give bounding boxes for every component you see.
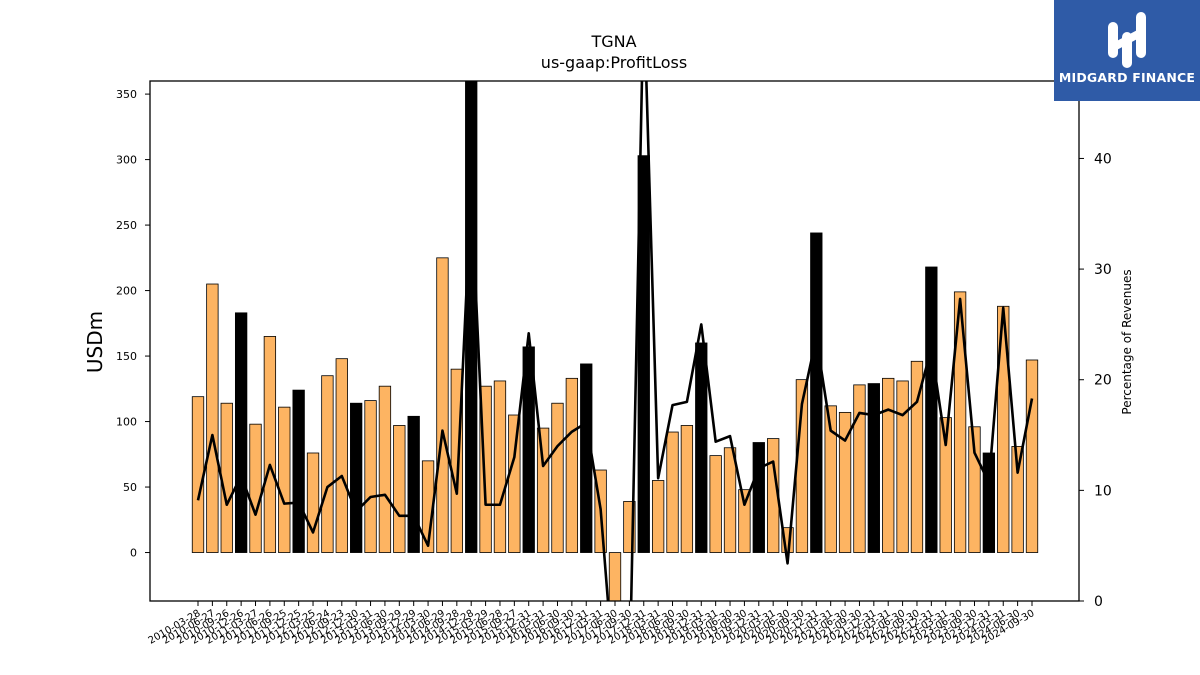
y-tick-label: 350	[116, 88, 137, 101]
bar	[378, 385, 392, 553]
bar	[220, 402, 233, 553]
bar-annual	[925, 266, 938, 553]
y2-tick-label: 10	[1094, 483, 1112, 499]
bar-annual	[350, 402, 363, 553]
bar	[666, 431, 679, 553]
bar	[824, 405, 837, 553]
bar	[263, 336, 277, 553]
bar-annual	[982, 452, 996, 553]
bar	[306, 452, 320, 553]
y-tick-label: 150	[116, 350, 137, 363]
chart-title: TGNA	[590, 32, 636, 51]
y-tick-label: 300	[116, 154, 137, 167]
bar	[1011, 446, 1024, 553]
logo-text: MIDGARD FINANCE	[1058, 70, 1196, 85]
bar	[910, 360, 924, 553]
bar	[508, 414, 521, 553]
bar	[953, 291, 967, 553]
bar-annual	[637, 155, 650, 553]
bar	[896, 380, 909, 553]
chart-subtitle: us-gaap:ProfitLoss	[541, 53, 687, 72]
bar	[206, 283, 219, 553]
bar	[651, 480, 665, 553]
bar-annual	[292, 389, 305, 553]
bar	[680, 425, 694, 553]
bar	[1025, 359, 1039, 553]
bar	[321, 375, 334, 553]
bar-annual	[695, 342, 708, 553]
bar	[939, 417, 952, 553]
bar-annual	[867, 383, 880, 553]
y2-tick-label: 0	[1094, 594, 1103, 610]
left-axis: 0 50 100 150 200 250 300 350	[116, 88, 150, 560]
bar	[565, 377, 579, 553]
y2-axis-label: Percentage of Revenues	[1120, 269, 1134, 414]
bar-annual	[234, 312, 248, 553]
bar	[853, 384, 866, 553]
bar	[709, 455, 722, 553]
logo-mark-icon	[1108, 12, 1146, 68]
bar-annual	[522, 346, 535, 553]
y-tick-label: 250	[116, 219, 137, 232]
bar	[623, 501, 636, 553]
bar	[536, 427, 550, 553]
y2-tick-label: 30	[1094, 262, 1112, 278]
right-axis: 0 10 20 30 40	[1079, 151, 1112, 610]
bar	[364, 400, 377, 553]
y2-tick-label: 40	[1094, 151, 1112, 167]
bar	[551, 402, 564, 553]
bar-annual	[810, 232, 823, 553]
ratio-line-group	[196, 81, 1034, 601]
bars	[191, 81, 1039, 601]
bar	[493, 380, 507, 553]
bar-annual	[407, 415, 420, 553]
bar-annual	[580, 363, 593, 553]
bar	[968, 426, 981, 553]
bar	[191, 396, 205, 553]
y-tick-label: 0	[130, 547, 137, 560]
y-tick-label: 100	[116, 416, 137, 429]
y-tick-label: 50	[123, 481, 137, 494]
bar	[450, 368, 463, 553]
y-tick-label: 200	[116, 285, 137, 298]
ratio-line	[196, 81, 1034, 601]
brand-logo: MIDGARD FINANCE	[1054, 0, 1200, 101]
bar	[738, 489, 751, 553]
y2-tick-label: 20	[1094, 373, 1112, 389]
bar	[436, 257, 449, 553]
bar	[608, 552, 622, 601]
bar	[479, 385, 492, 553]
y-axis-label: USDm	[83, 311, 107, 373]
bar	[723, 447, 737, 553]
bar	[278, 406, 291, 553]
bar	[249, 423, 262, 553]
bar	[882, 377, 895, 553]
bar	[335, 358, 348, 553]
bar	[997, 305, 1010, 553]
bar	[838, 411, 852, 553]
x-axis: 2010-03-282010-06-272010-09-262010-12-26…	[147, 601, 1037, 647]
bar	[393, 425, 406, 553]
bar-annual	[752, 442, 765, 553]
